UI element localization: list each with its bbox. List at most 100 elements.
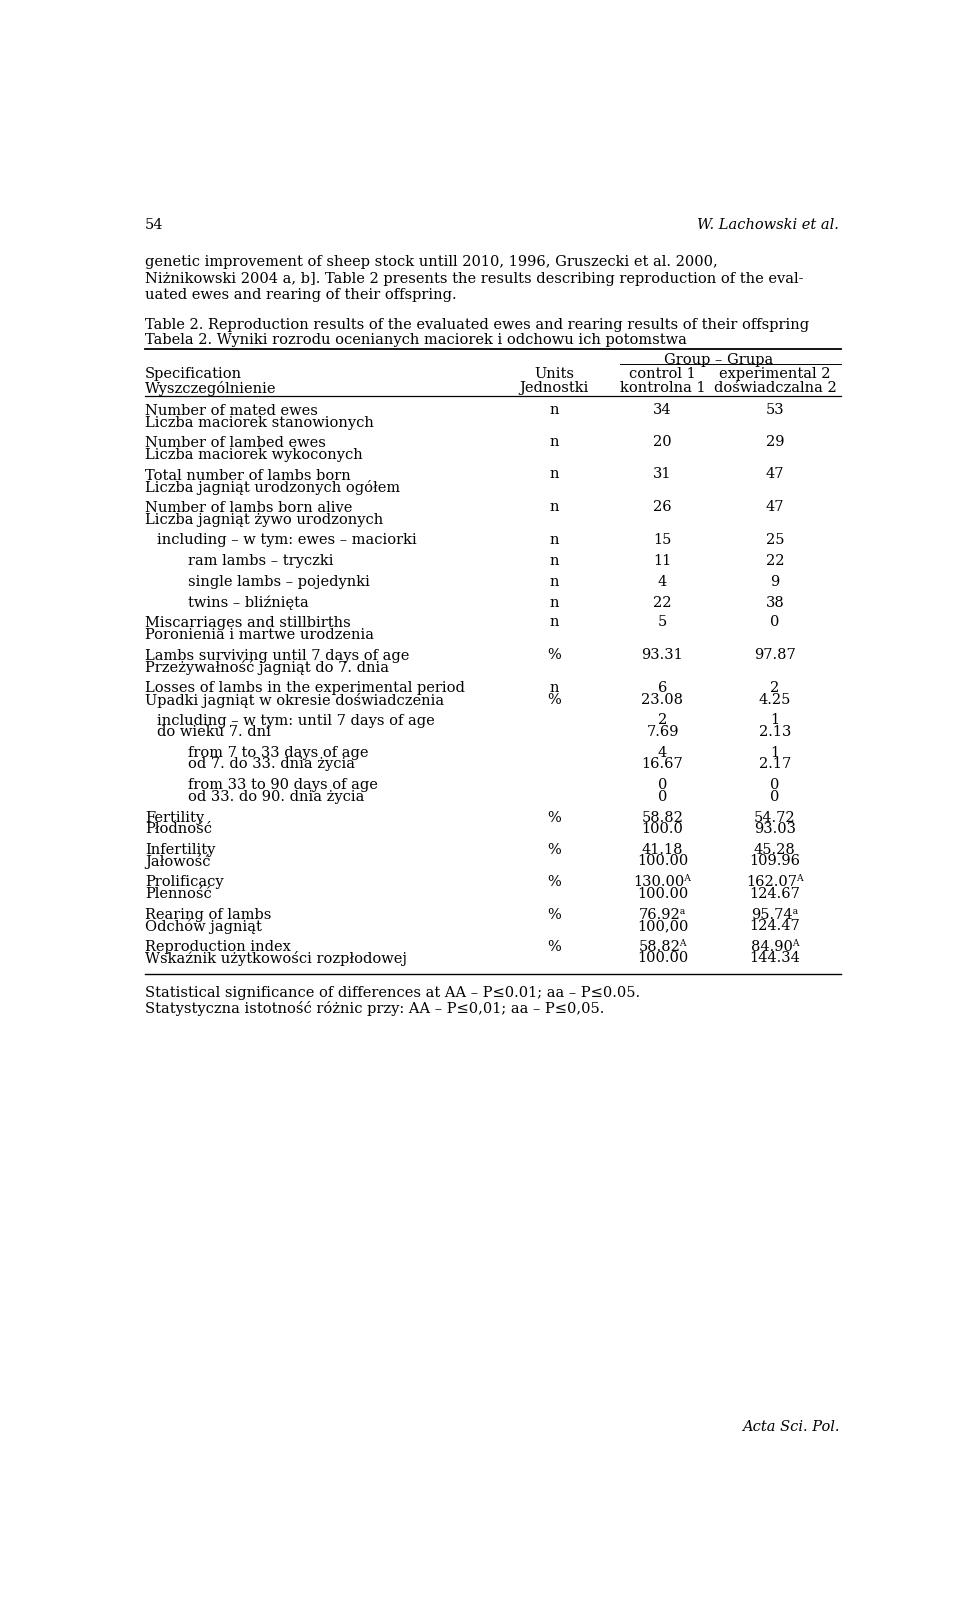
Text: 9: 9 (770, 575, 780, 588)
Text: from 7 to 33 days of age: from 7 to 33 days of age (188, 746, 369, 760)
Text: Specification: Specification (145, 366, 242, 381)
Text: 95.74ᵃ: 95.74ᵃ (752, 908, 799, 922)
Text: 45.28: 45.28 (754, 843, 796, 858)
Text: Prolificacy: Prolificacy (145, 875, 224, 890)
Text: from 33 to 90 days of age: from 33 to 90 days of age (188, 778, 378, 793)
Text: 0: 0 (658, 789, 667, 804)
Text: Reproduction index: Reproduction index (145, 940, 291, 953)
Text: Płodność: Płodność (145, 822, 212, 836)
Text: 84.90ᴬ: 84.90ᴬ (751, 940, 799, 953)
Text: Rearing of lambs: Rearing of lambs (145, 908, 271, 922)
Text: 47: 47 (766, 467, 784, 481)
Text: kontrolna 1: kontrolna 1 (620, 381, 706, 396)
Text: 100.00: 100.00 (636, 952, 688, 966)
Text: 1: 1 (770, 746, 780, 760)
Text: 100.00: 100.00 (636, 854, 688, 869)
Text: 162.07ᴬ: 162.07ᴬ (746, 875, 804, 890)
Text: Upadki jagniąt w okresie doświadczenia: Upadki jagniąt w okresie doświadczenia (145, 692, 444, 708)
Text: 54.72: 54.72 (754, 810, 796, 825)
Text: including – w tym: until 7 days of age: including – w tym: until 7 days of age (157, 713, 435, 728)
Text: 0: 0 (658, 778, 667, 793)
Text: 4.25: 4.25 (758, 692, 791, 707)
Text: 0: 0 (770, 616, 780, 629)
Text: 26: 26 (653, 499, 672, 514)
Text: 58.82ᴬ: 58.82ᴬ (638, 940, 686, 953)
Text: ram lambs – tryczki: ram lambs – tryczki (188, 554, 334, 567)
Text: 5: 5 (658, 616, 667, 629)
Text: 53: 53 (765, 402, 784, 417)
Text: 109.96: 109.96 (750, 854, 801, 869)
Text: 1: 1 (770, 713, 780, 728)
Text: Przeżywałność jagniąt do 7. dnia: Przeżywałność jagniąt do 7. dnia (145, 660, 389, 676)
Text: Table 2. Reproduction results of the evaluated ewes and rearing results of their: Table 2. Reproduction results of the eva… (145, 318, 809, 332)
Text: Wskaźnik użytkowości rozpłodowej: Wskaźnik użytkowości rozpłodowej (145, 952, 407, 966)
Text: Jałowość: Jałowość (145, 854, 210, 869)
Text: %: % (547, 810, 561, 825)
Text: Number of lambs born alive: Number of lambs born alive (145, 501, 352, 515)
Text: Infertility: Infertility (145, 843, 215, 858)
Text: 4: 4 (658, 746, 667, 760)
Text: 15: 15 (654, 533, 672, 548)
Text: 23.08: 23.08 (641, 692, 684, 707)
Text: do wieku 7. dni: do wieku 7. dni (157, 725, 271, 739)
Text: Number of lambed ewes: Number of lambed ewes (145, 436, 325, 451)
Text: n: n (549, 616, 559, 629)
Text: n: n (549, 499, 559, 514)
Text: single lambs – pojedynki: single lambs – pojedynki (188, 575, 370, 588)
Text: Number of mated ewes: Number of mated ewes (145, 404, 318, 418)
Text: Units: Units (534, 366, 574, 381)
Text: 2: 2 (770, 681, 780, 695)
Text: n: n (549, 467, 559, 481)
Text: 11: 11 (654, 554, 672, 567)
Text: 130.00ᴬ: 130.00ᴬ (634, 875, 691, 890)
Text: 97.87: 97.87 (754, 648, 796, 661)
Text: n: n (549, 681, 559, 695)
Text: 144.34: 144.34 (750, 952, 801, 966)
Text: Tabela 2. Wyniki rozrodu ocenianych maciorek i odchowu ich potomstwa: Tabela 2. Wyniki rozrodu ocenianych maci… (145, 334, 686, 347)
Text: %: % (547, 843, 561, 858)
Text: 100.00: 100.00 (636, 887, 688, 901)
Text: uated ewes and rearing of their offspring.: uated ewes and rearing of their offsprin… (145, 289, 456, 303)
Text: n: n (549, 533, 559, 548)
Text: n: n (549, 434, 559, 449)
Text: od 33. do 90. dnia życia: od 33. do 90. dnia życia (188, 789, 365, 804)
Text: 31: 31 (653, 467, 672, 481)
Text: 34: 34 (653, 402, 672, 417)
Text: 54: 54 (145, 217, 163, 232)
Text: Acta Sci. Pol.: Acta Sci. Pol. (742, 1420, 839, 1435)
Text: 16.67: 16.67 (641, 757, 684, 772)
Text: 20: 20 (653, 434, 672, 449)
Text: 100.0: 100.0 (641, 822, 684, 836)
Text: n: n (549, 554, 559, 567)
Text: 25: 25 (766, 533, 784, 548)
Text: Odchów jagniąt: Odchów jagniąt (145, 919, 262, 934)
Text: Statystyczna istotność różnic przy: AA – P≤0,01; aa – P≤0,05.: Statystyczna istotność różnic przy: AA –… (145, 1002, 604, 1016)
Text: 2.13: 2.13 (758, 725, 791, 739)
Text: %: % (547, 940, 561, 953)
Text: od 7. do 33. dnia życia: od 7. do 33. dnia życia (188, 757, 355, 772)
Text: 0: 0 (770, 789, 780, 804)
Text: 47: 47 (766, 499, 784, 514)
Text: 0: 0 (770, 778, 780, 793)
Text: doświadczalna 2: doświadczalna 2 (713, 381, 836, 396)
Text: genetic improvement of sheep stock untill 2010, 1996, Gruszecki et al. 2000,: genetic improvement of sheep stock until… (145, 254, 717, 269)
Text: 2.17: 2.17 (758, 757, 791, 772)
Text: 22: 22 (766, 554, 784, 567)
Text: control 1: control 1 (629, 366, 696, 381)
Text: %: % (547, 908, 561, 922)
Text: 58.82: 58.82 (641, 810, 684, 825)
Text: 124.67: 124.67 (750, 887, 801, 901)
Text: Lambs surviving until 7 days of age: Lambs surviving until 7 days of age (145, 648, 409, 663)
Text: 100,00: 100,00 (636, 919, 688, 934)
Text: twins – bliźnięta: twins – bliźnięta (188, 595, 309, 609)
Text: n: n (549, 575, 559, 588)
Text: 6: 6 (658, 681, 667, 695)
Text: experimental 2: experimental 2 (719, 366, 830, 381)
Text: Losses of lambs in the experimental period: Losses of lambs in the experimental peri… (145, 681, 465, 695)
Text: %: % (547, 692, 561, 707)
Text: Liczba maciorek wykoconych: Liczba maciorek wykoconych (145, 447, 363, 462)
Text: Group – Grupa: Group – Grupa (664, 353, 774, 366)
Text: Fertility: Fertility (145, 810, 204, 825)
Text: %: % (547, 648, 561, 661)
Text: Poronienia i martwe urodzenia: Poronienia i martwe urodzenia (145, 627, 373, 642)
